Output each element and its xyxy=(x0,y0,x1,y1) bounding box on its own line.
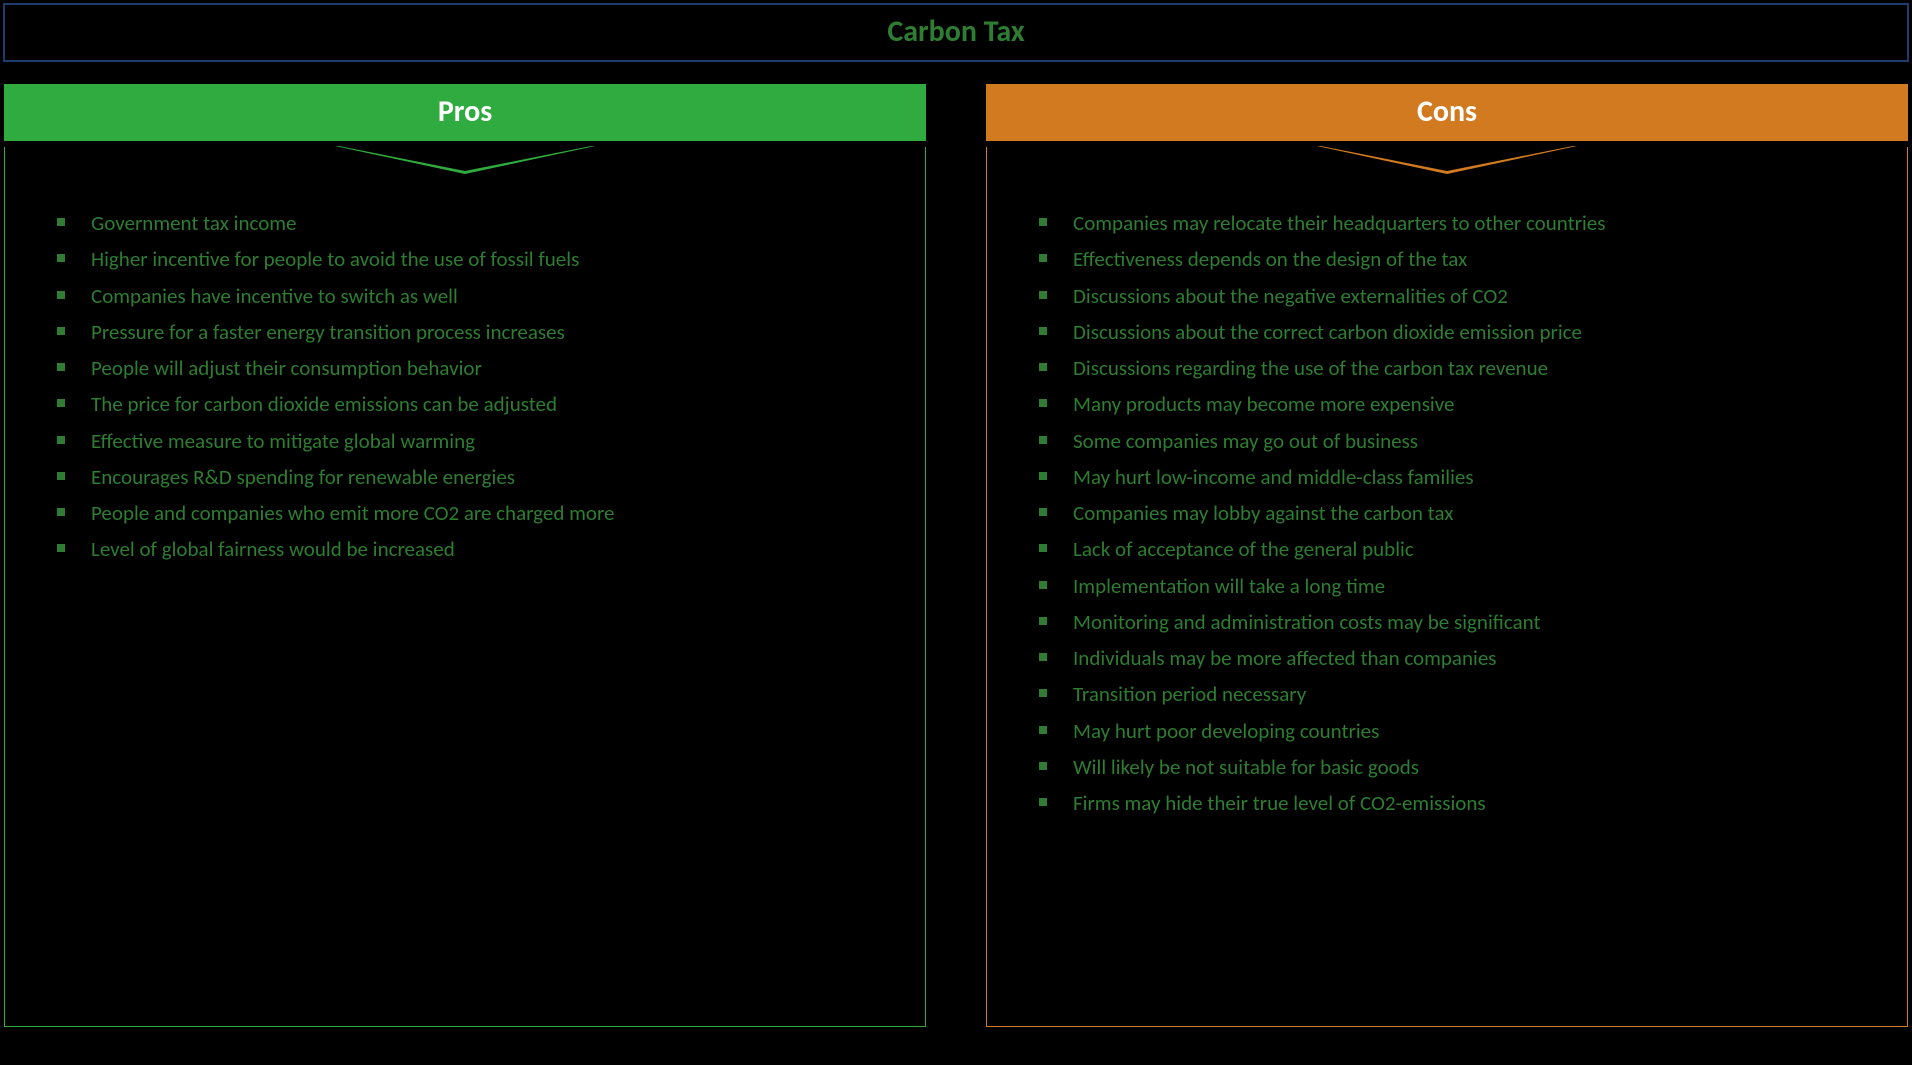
columns-container: Pros Government tax incomeHigher incenti… xyxy=(0,62,1912,1027)
list-item: Transition period necessary xyxy=(1039,676,1877,712)
list-item: Companies may lobby against the carbon t… xyxy=(1039,495,1877,531)
list-item: The price for carbon dioxide emissions c… xyxy=(57,386,895,422)
pros-header-label: Pros xyxy=(438,93,492,130)
list-item: May hurt low-income and middle-class fam… xyxy=(1039,459,1877,495)
list-item: People will adjust their consumption beh… xyxy=(57,350,895,386)
list-item: Implementation will take a long time xyxy=(1039,568,1877,604)
pros-header: Pros xyxy=(4,84,926,141)
pros-list: Government tax incomeHigher incentive fo… xyxy=(57,205,895,568)
cons-column: Cons Companies may relocate their headqu… xyxy=(986,84,1908,1027)
list-item: Monitoring and administration costs may … xyxy=(1039,604,1877,640)
page-title: Carbon Tax xyxy=(887,13,1024,50)
list-item: Pressure for a faster energy transition … xyxy=(57,314,895,350)
cons-panel: Companies may relocate their headquarter… xyxy=(986,147,1908,1027)
list-item: Companies may relocate their headquarter… xyxy=(1039,205,1877,241)
list-item: Companies have incentive to switch as we… xyxy=(57,278,895,314)
cons-list: Companies may relocate their headquarter… xyxy=(1039,205,1877,821)
list-item: Effective measure to mitigate global war… xyxy=(57,423,895,459)
cons-header-label: Cons xyxy=(1417,93,1477,130)
list-item: Discussions about the negative externali… xyxy=(1039,278,1877,314)
list-item: Effectiveness depends on the design of t… xyxy=(1039,241,1877,277)
list-item: Government tax income xyxy=(57,205,895,241)
list-item: Lack of acceptance of the general public xyxy=(1039,531,1877,567)
list-item: Level of global fairness would be increa… xyxy=(57,531,895,567)
list-item: Firms may hide their true level of CO2-e… xyxy=(1039,785,1877,821)
list-item: Many products may become more expensive xyxy=(1039,386,1877,422)
list-item: People and companies who emit more CO2 a… xyxy=(57,495,895,531)
pros-column: Pros Government tax incomeHigher incenti… xyxy=(4,84,926,1027)
cons-header: Cons xyxy=(986,84,1908,141)
list-item: May hurt poor developing countries xyxy=(1039,713,1877,749)
list-item: Higher incentive for people to avoid the… xyxy=(57,241,895,277)
pros-panel: Government tax incomeHigher incentive fo… xyxy=(4,147,926,1027)
list-item: Some companies may go out of business xyxy=(1039,423,1877,459)
list-item: Discussions regarding the use of the car… xyxy=(1039,350,1877,386)
list-item: Will likely be not suitable for basic go… xyxy=(1039,749,1877,785)
title-bar: Carbon Tax xyxy=(3,3,1909,62)
list-item: Discussions about the correct carbon dio… xyxy=(1039,314,1877,350)
list-item: Encourages R&D spending for renewable en… xyxy=(57,459,895,495)
list-item: Individuals may be more affected than co… xyxy=(1039,640,1877,676)
